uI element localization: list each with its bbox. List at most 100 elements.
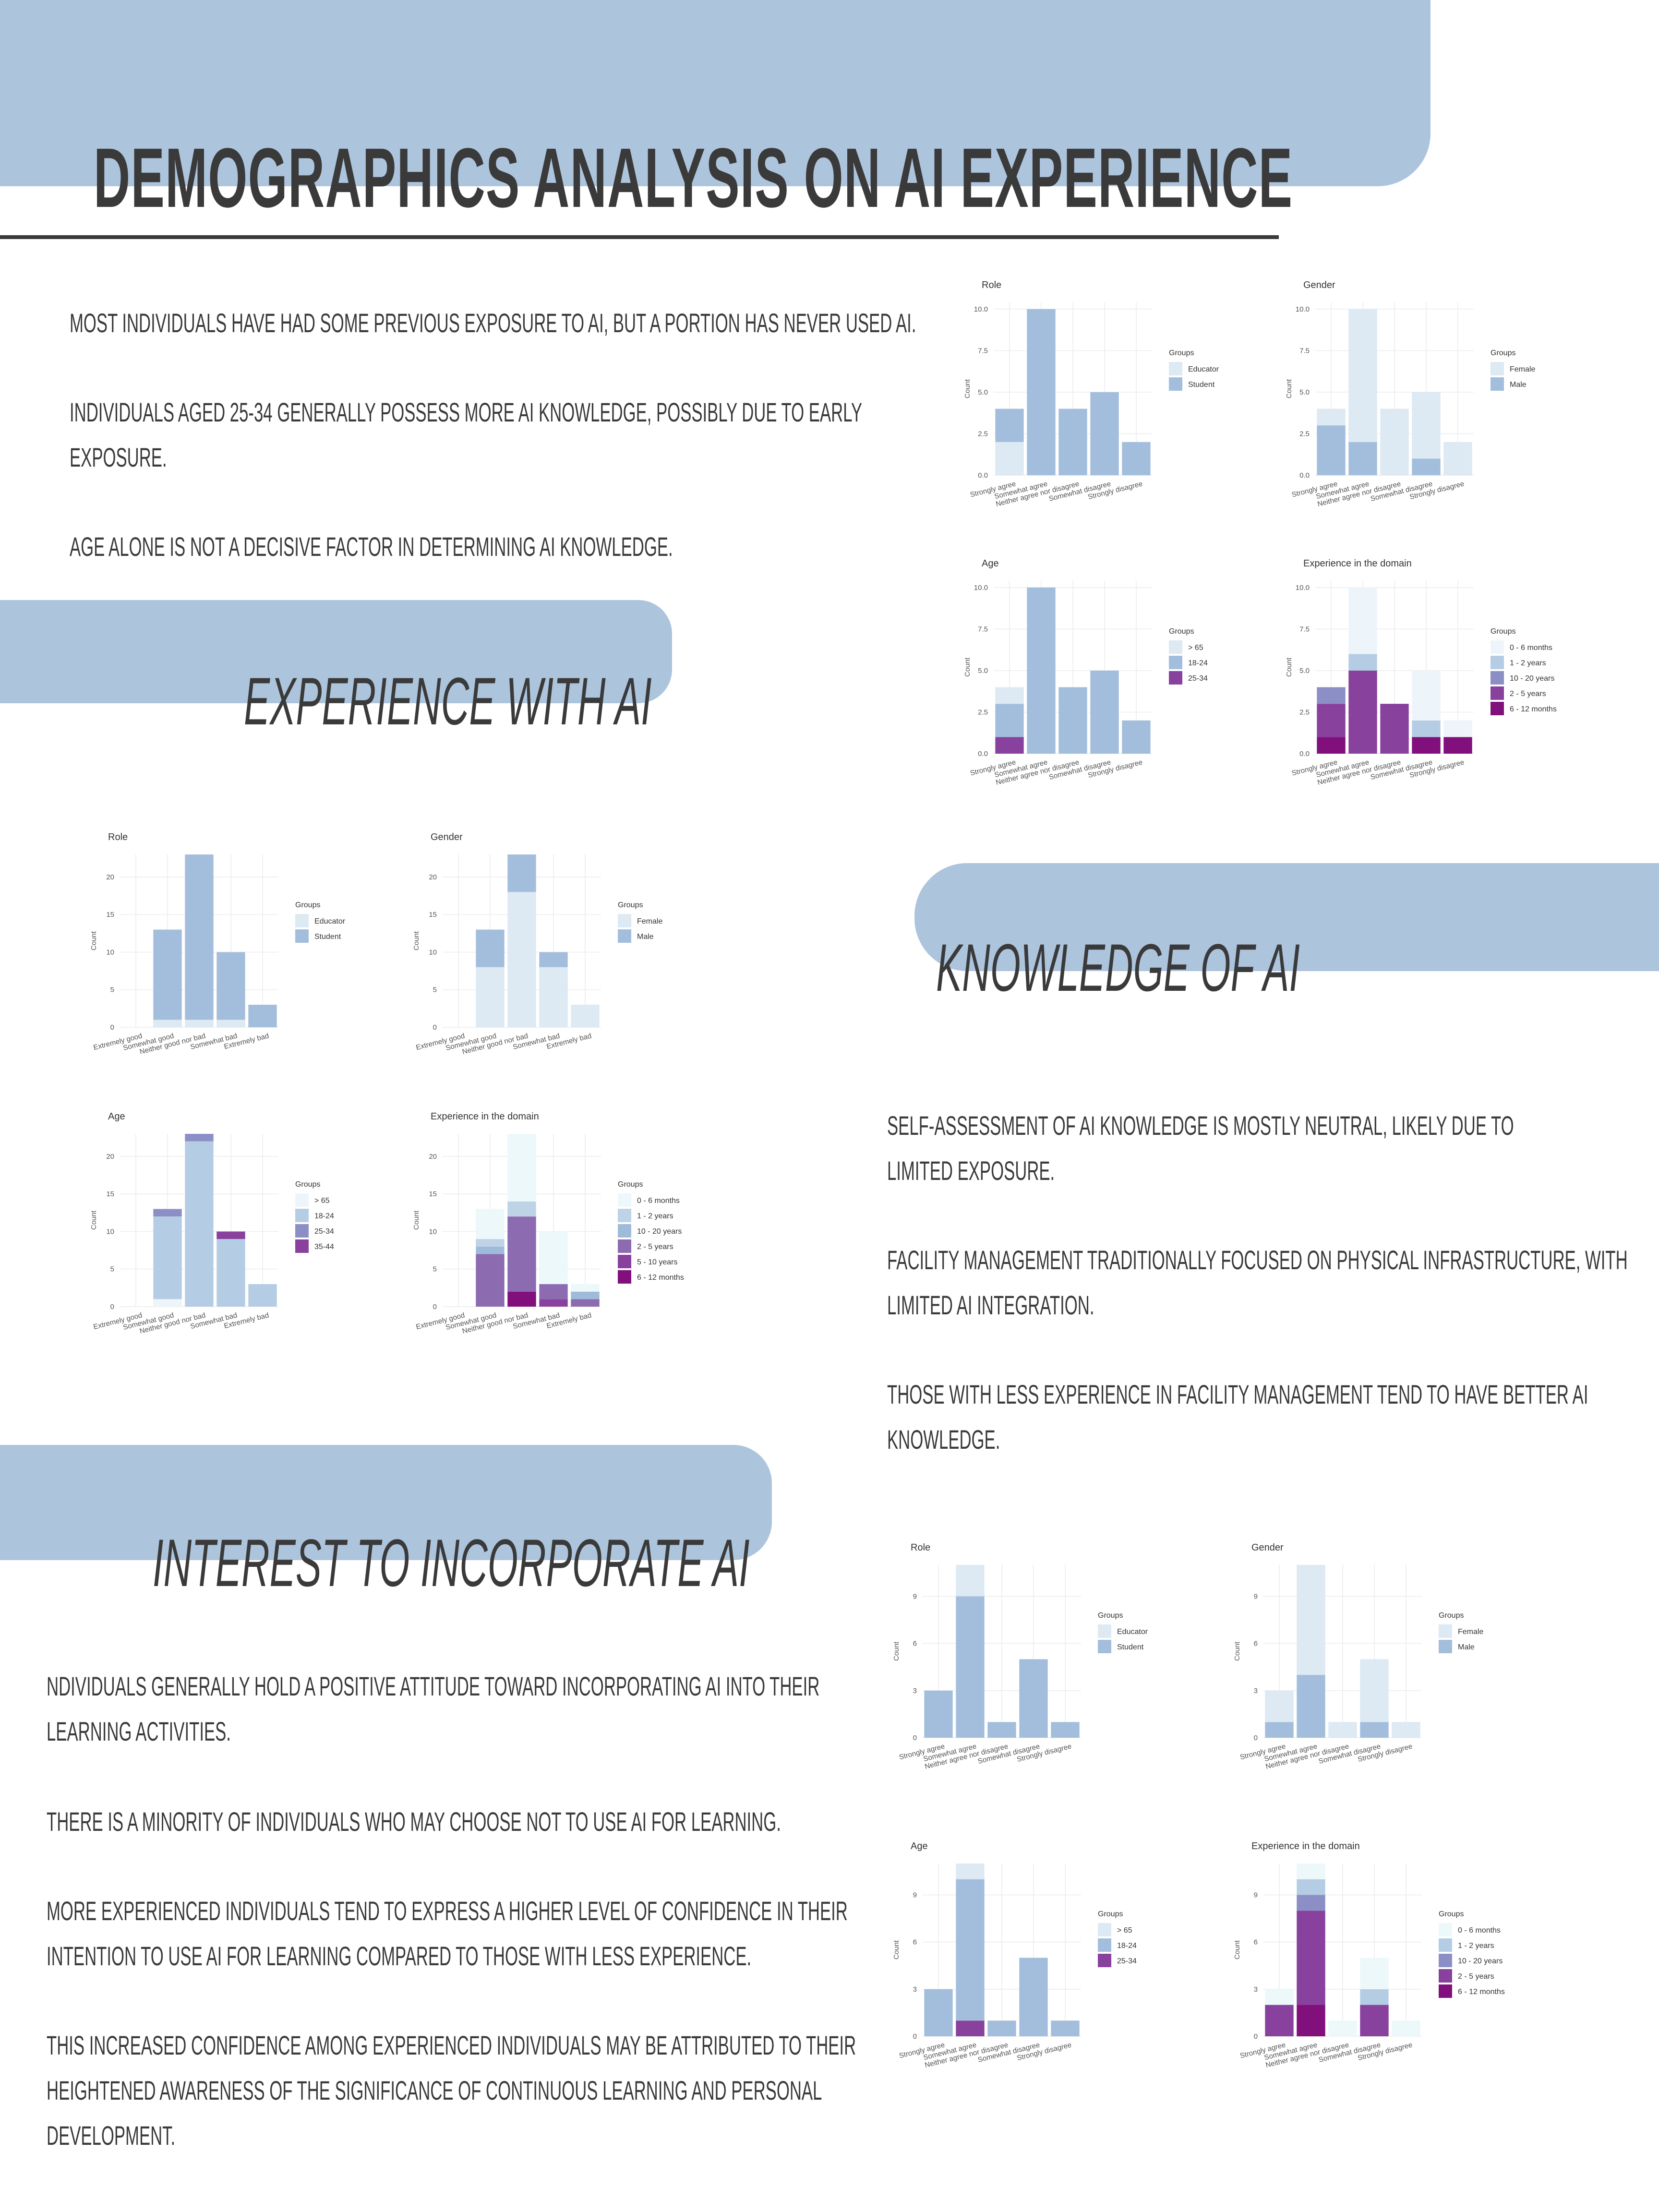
legend-label: Student	[314, 933, 341, 941]
bar	[1348, 587, 1377, 654]
legend-label: 10 - 20 years	[1458, 1957, 1503, 1965]
bar	[216, 1231, 245, 1239]
chart-interest-gender: Gender 0 3 6 9 Count Strongly agree Somewhat ag…	[1225, 1536, 1556, 1805]
bar	[1090, 670, 1119, 754]
bar	[956, 1863, 985, 1879]
legend-title: Groups	[1098, 1910, 1123, 1918]
legend-label: > 65	[1117, 1926, 1132, 1935]
bar	[216, 952, 245, 1020]
chart-experience-domain: Experience in the domain 0 5 10 15 20 Count Ext…	[404, 1105, 735, 1374]
bar	[1360, 2005, 1389, 2036]
y-tick-label: 0	[1254, 2032, 1258, 2041]
chart-title: Experience in the domain	[431, 1111, 539, 1122]
legend-label: Student	[1117, 1643, 1144, 1651]
y-axis-label: Count	[963, 379, 972, 398]
bar	[507, 1216, 536, 1292]
legend-swatch	[1491, 362, 1504, 375]
legend-title: Groups	[295, 1180, 320, 1189]
legend-label: > 65	[314, 1197, 330, 1205]
bar	[995, 409, 1024, 442]
bar	[153, 929, 182, 1020]
bar	[185, 1141, 214, 1307]
y-tick-label: 5.0	[1299, 388, 1310, 397]
bar	[1317, 425, 1346, 475]
bar	[476, 1239, 505, 1247]
y-tick-label: 3	[1254, 1687, 1258, 1695]
bar	[1027, 587, 1056, 754]
bar	[995, 737, 1024, 754]
y-tick-label: 15	[106, 911, 114, 919]
y-axis-label: Count	[963, 657, 972, 677]
bar	[1058, 687, 1087, 754]
intro-paragraph-2: Individuals aged 25-34 generally possess…	[70, 397, 862, 472]
y-tick-label: 15	[429, 911, 437, 919]
legend-swatch	[1169, 362, 1182, 375]
bar	[924, 1989, 953, 2036]
legend-swatch	[618, 1224, 631, 1238]
legend-label: 10 - 20 years	[637, 1227, 682, 1236]
bar	[571, 1005, 600, 1027]
legend-label: 5 - 10 years	[637, 1258, 677, 1266]
legend-swatch	[1098, 1923, 1111, 1936]
bar	[1412, 458, 1441, 475]
legend-label: 1 - 2 years	[637, 1212, 673, 1220]
y-tick-label: 10	[429, 1227, 437, 1236]
legend-label: 6 - 12 months	[1458, 1988, 1505, 1996]
y-tick-label: 7.5	[978, 625, 988, 633]
chart-interest-role: Role 0 3 6 9 Count Strongly agree Somewhat agre…	[884, 1536, 1215, 1805]
bar	[1265, 2005, 1294, 2036]
legend-swatch	[618, 929, 631, 943]
legend-label: Educator	[1188, 365, 1219, 373]
bar	[1412, 392, 1441, 459]
bar	[185, 854, 214, 1020]
y-tick-label: 5	[433, 986, 437, 994]
bar	[1058, 409, 1087, 475]
interest-paragraph-2: There is a minority of individuals who m…	[47, 1806, 781, 1837]
bar	[1297, 1863, 1325, 1879]
bar	[539, 1299, 568, 1307]
bar	[1328, 2020, 1357, 2036]
bar	[1360, 1659, 1389, 1722]
bar	[1348, 442, 1377, 475]
bar	[1317, 704, 1346, 737]
legend-swatch	[1098, 1938, 1111, 1952]
legend-swatch	[1491, 686, 1504, 700]
chart-title: Experience in the domain	[1251, 1841, 1360, 1851]
legend-title: Groups	[1439, 1611, 1464, 1620]
legend-title: Groups	[1098, 1611, 1123, 1620]
bar	[1360, 1722, 1389, 1738]
legend-title: Groups	[1169, 349, 1194, 357]
chart-experience-age: Age 0 5 10 15 20 Count Extremely good Somewhat g…	[82, 1105, 413, 1374]
bar	[1443, 720, 1472, 737]
y-tick-label: 9	[913, 1891, 917, 1899]
y-axis-label: Count	[892, 1641, 901, 1661]
y-tick-label: 9	[1254, 1891, 1258, 1899]
bar	[507, 1201, 536, 1217]
y-axis-label: Count	[1233, 1940, 1241, 1960]
y-tick-label: 0.0	[1299, 750, 1310, 758]
header-band	[0, 0, 1431, 186]
bar	[476, 929, 505, 967]
legend-label: 1 - 2 years	[1510, 659, 1546, 667]
y-tick-label: 6	[1254, 1640, 1258, 1648]
interest-paragraph-3: More experienced individuals tend to exp…	[47, 1896, 848, 1971]
bar	[1297, 1675, 1325, 1738]
bar	[995, 442, 1024, 475]
legend-swatch	[1439, 1640, 1452, 1653]
y-tick-label: 2.5	[1299, 430, 1310, 438]
bar	[1265, 1989, 1294, 2005]
chart-knowledge-role: Role 0.0 2.5 5.0 7.5 10.0 Count Strongly agree S…	[955, 274, 1286, 542]
y-tick-label: 10	[429, 948, 437, 956]
experience-band	[0, 600, 672, 703]
legend-label: Female	[1458, 1628, 1483, 1636]
bar	[1348, 309, 1377, 442]
bar	[995, 704, 1024, 737]
y-axis-label: Count	[1285, 379, 1293, 398]
chart-title: Role	[982, 280, 1001, 290]
bar	[1051, 2020, 1080, 2036]
legend-swatch	[1169, 671, 1182, 685]
bar	[1360, 1958, 1389, 1989]
bar	[1019, 1659, 1048, 1738]
bar	[507, 1291, 536, 1307]
intro-paragraph-3: Age alone is not a decisive factor in de…	[70, 531, 673, 562]
